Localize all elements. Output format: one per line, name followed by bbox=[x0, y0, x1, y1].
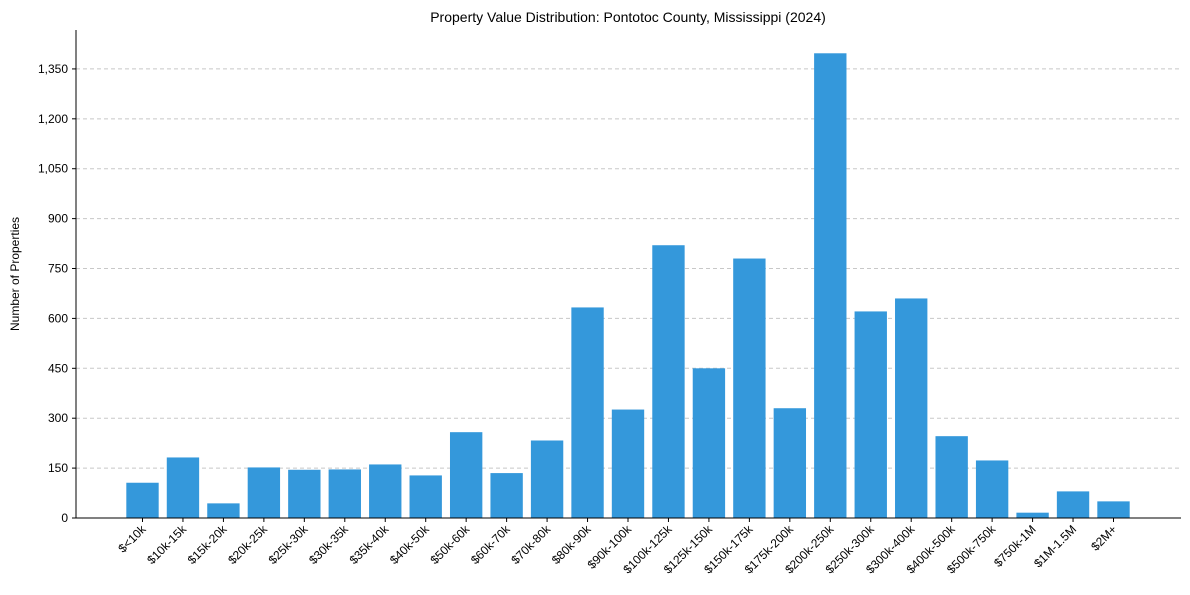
y-tick-label: 1,200 bbox=[38, 112, 68, 126]
x-tick-label: $35k-40k bbox=[347, 522, 393, 568]
y-tick-label: 1,050 bbox=[38, 162, 68, 176]
bar bbox=[692, 368, 726, 518]
bar bbox=[247, 467, 281, 518]
bar bbox=[895, 298, 928, 518]
y-axis-label: Number of Properties bbox=[8, 217, 22, 331]
x-tick-label: $750k-1M bbox=[991, 522, 1039, 570]
x-tick-label: $60k-70k bbox=[468, 522, 514, 568]
bar bbox=[1016, 512, 1049, 518]
x-tick-label: $20k-25k bbox=[225, 522, 271, 568]
bar bbox=[773, 408, 807, 518]
bar bbox=[409, 475, 442, 518]
x-tick-label: $25k-30k bbox=[266, 522, 312, 568]
y-tick-label: 900 bbox=[48, 212, 68, 226]
bar bbox=[814, 53, 847, 519]
x-tick-label: $2M+ bbox=[1088, 522, 1119, 553]
bar bbox=[126, 482, 159, 518]
bar bbox=[328, 469, 361, 518]
y-tick-label: 150 bbox=[48, 461, 68, 475]
bar bbox=[733, 258, 766, 518]
bars bbox=[126, 53, 1130, 519]
y-tick-label: 0 bbox=[61, 511, 68, 525]
y-tick-label: 750 bbox=[48, 262, 68, 276]
bar bbox=[288, 469, 321, 518]
y-tick-label: 1,350 bbox=[38, 62, 68, 76]
x-tick-label: $1M-1.5M bbox=[1031, 522, 1079, 570]
bar bbox=[449, 432, 483, 518]
bar bbox=[530, 440, 564, 518]
bar bbox=[854, 311, 887, 518]
x-tick-label: $70k-80k bbox=[508, 522, 554, 568]
bar bbox=[935, 436, 968, 518]
x-tick-label: $15k-20k bbox=[185, 522, 231, 568]
bar bbox=[369, 464, 402, 518]
x-tick-label: $40k-50k bbox=[387, 522, 433, 568]
bar bbox=[652, 245, 685, 518]
bar bbox=[207, 503, 240, 518]
bar bbox=[611, 409, 645, 518]
bar bbox=[490, 473, 523, 518]
y-tick-label: 300 bbox=[48, 411, 68, 425]
chart-title: Property Value Distribution: Pontotoc Co… bbox=[430, 9, 826, 25]
x-tick-label: $10k-15k bbox=[144, 522, 190, 568]
y-tick-label: 450 bbox=[48, 361, 68, 375]
y-axis-ticks: 0 150 300 450 600 750 900 1,050 1,200 1,350 bbox=[38, 62, 76, 525]
x-tick-label: $<10k bbox=[115, 522, 149, 556]
bar bbox=[166, 457, 200, 518]
x-axis-ticks: $<10k$10k-15k$15k-20k$20k-25k$25k-30k$30… bbox=[115, 518, 1120, 576]
bar bbox=[571, 307, 604, 518]
bar bbox=[1097, 501, 1130, 518]
bar bbox=[975, 460, 1009, 518]
y-tick-label: 600 bbox=[48, 311, 68, 325]
x-tick-label: $50k-60k bbox=[427, 522, 473, 568]
x-tick-label: $30k-35k bbox=[306, 522, 352, 568]
bar bbox=[1056, 491, 1090, 518]
gridlines bbox=[76, 68, 1181, 469]
